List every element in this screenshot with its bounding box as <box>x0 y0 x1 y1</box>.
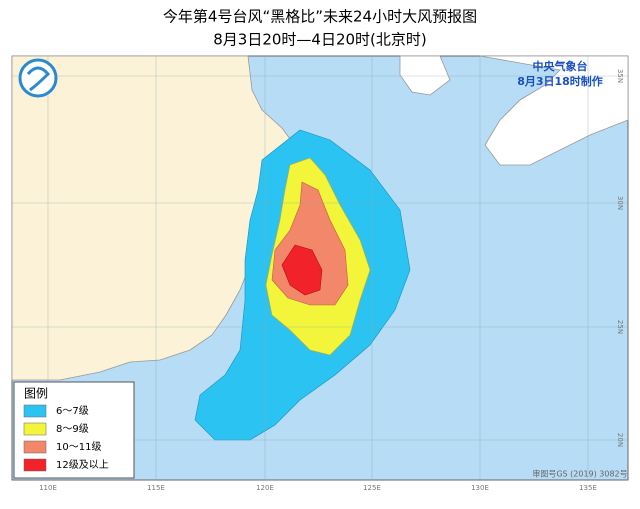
korea <box>399 55 451 96</box>
latitude-label: 30N <box>616 196 624 210</box>
issuer-name: 中央气象台 <box>533 59 588 73</box>
longitude-label: 115E <box>147 484 165 492</box>
legend-swatch <box>23 440 47 454</box>
longitude-label: 135E <box>579 484 597 492</box>
map-subtitle: 8月3日20时—4日20时(北京时) <box>213 31 427 49</box>
legend-swatch <box>23 458 47 472</box>
legend-label: 8～9级 <box>56 423 89 435</box>
legend-label: 10～11级 <box>56 441 101 453</box>
zone-hurricane <box>281 244 323 296</box>
longitude-label: 120E <box>256 484 274 492</box>
issuer-time: 8月3日18时制作 <box>517 74 603 88</box>
coordinates: 110E 115E 120E 125E 130E 135E 35N 30N 25N 20N <box>39 69 624 492</box>
logo <box>18 58 58 98</box>
grid <box>12 56 628 480</box>
approval-number: 审图号GS (2019) 3082号 <box>532 469 627 479</box>
legend-label: 6～7级 <box>56 405 89 417</box>
longitude-label: 110E <box>39 484 57 492</box>
legend-label: 12级及以上 <box>56 459 109 471</box>
japan <box>479 55 629 166</box>
legend-title: 图例 <box>24 387 48 401</box>
latitude-label: 25N <box>616 320 624 334</box>
legend: 图例 6～7级 8～9级 10～11级 12级及以上 <box>13 381 135 479</box>
longitude-label: 130E <box>471 484 489 492</box>
latitude-label: 20N <box>616 433 624 447</box>
legend-swatch <box>23 404 47 418</box>
legend-swatch <box>23 422 47 436</box>
longitude-label: 125E <box>363 484 381 492</box>
map-title: 今年第4号台风“黑格比”未来24小时大风预报图 <box>163 8 477 26</box>
latitude-label: 35N <box>616 69 624 83</box>
